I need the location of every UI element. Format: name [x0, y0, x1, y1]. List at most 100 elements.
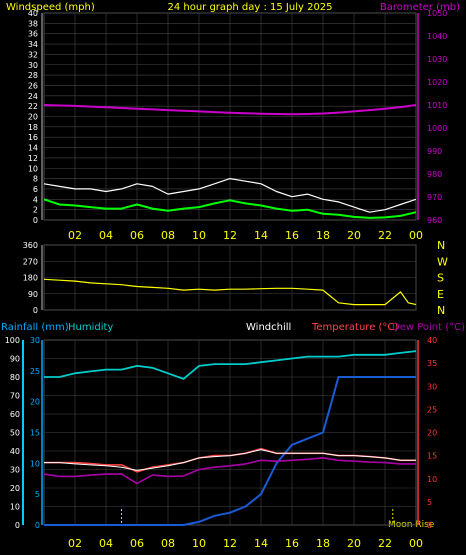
direction-y-tick-label: 270: [23, 257, 38, 266]
barometer-y-tick-label: 1020: [427, 78, 447, 87]
wind-y-tick-label: 24: [28, 92, 38, 101]
temperature-y-tick-label: 20: [427, 429, 437, 438]
humidity-y-tick-label: 20: [10, 484, 20, 493]
humidity-y-tick-label: 10: [10, 503, 20, 512]
wind-y-tick-label: 28: [28, 71, 38, 80]
temperature-x-tick-label: 14: [254, 537, 268, 550]
wind-y-tick-label: 8: [33, 175, 38, 184]
wind-x-tick-label: 14: [254, 229, 268, 242]
wind-x-tick-label: 22: [378, 229, 392, 242]
rainfall-y-tick-label: 30: [30, 336, 40, 345]
wind-y-tick-label: 16: [28, 133, 38, 142]
barometer-line: [43, 104, 417, 116]
wind-y-tick-label: 4: [33, 195, 38, 204]
wind-y-tick-label: 0: [33, 216, 38, 225]
wind-x-tick-label: 12: [223, 229, 237, 242]
barometer-y-tick-label: 1040: [427, 32, 447, 41]
wind-y-tick-label: 12: [28, 154, 38, 163]
wind-x-tick-label: 04: [99, 229, 113, 242]
compass-direction-label: E: [437, 288, 444, 301]
wind-y-tick-label: 26: [28, 81, 38, 90]
barometer-y-tick-label: 1010: [427, 101, 447, 110]
wind-y-tick-label: 18: [28, 123, 38, 132]
bottom-title-humidity: Humidity: [68, 322, 113, 333]
rainfall-y-tick-label: 20: [30, 398, 40, 407]
wind-x-tick-label: 18: [316, 229, 330, 242]
humidity-y-tick-label: 50: [10, 429, 20, 438]
wind-y-tick-label: 6: [33, 185, 38, 194]
compass-direction-label: S: [437, 272, 444, 285]
temperature-x-tick-label: 20: [347, 537, 361, 550]
temperature-y-tick-label: 15: [427, 452, 437, 461]
windspeed-average-line: [43, 198, 417, 219]
temperature-x-tick-label: 06: [130, 537, 144, 550]
wind-x-tick-label: 08: [161, 229, 175, 242]
wind-title-center: 24 hour graph day : 15 July 2025: [167, 2, 332, 13]
wind-y-tick-label: 2: [33, 206, 38, 215]
compass-direction-label: W: [437, 255, 448, 268]
temperature-y-tick-label: 25: [427, 405, 437, 414]
temperature-x-tick-label: 04: [99, 537, 113, 550]
series-layer: [43, 104, 417, 526]
compass-direction-label: N: [437, 239, 445, 252]
barometer-y-tick-label: 1050: [427, 9, 447, 18]
temperature-y-tick-label: 10: [427, 475, 437, 484]
barometer-y-tick-label: 1030: [427, 55, 447, 64]
rainfall-y-tick-label: 0: [35, 521, 40, 530]
humidity-line: [44, 350, 417, 380]
wind-x-tick-label: 02: [68, 229, 82, 242]
windchill-line: [44, 449, 416, 471]
wind-x-tick-label: 16: [285, 229, 299, 242]
humidity-y-tick-label: 40: [10, 447, 20, 456]
direction-y-tick-label: 90: [28, 290, 38, 299]
barometer-y-tick-label: 1000: [427, 124, 447, 133]
bottom-title-dewpoint: Dew Point (°C): [392, 322, 465, 333]
direction-y-tick-label: 180: [23, 274, 38, 283]
wind-x-tick-label: 20: [347, 229, 361, 242]
wind-title-left: Windspeed (mph): [6, 2, 95, 13]
temperature-x-tick-label: 18: [316, 537, 330, 550]
humidity-y-tick-label: 100: [5, 336, 20, 345]
wind-direction-line: [43, 278, 417, 306]
wind-y-tick-label: 40: [28, 9, 38, 18]
barometer-y-tick-label: 980: [427, 170, 442, 179]
wind-y-tick-label: 14: [28, 144, 38, 153]
humidity-y-tick-label: 0: [15, 521, 20, 530]
temperature-y-tick-label: 35: [427, 359, 437, 368]
temperature-x-tick-label: 02: [68, 537, 82, 550]
wind-y-tick-label: 10: [28, 164, 38, 173]
temperature-y-tick-label: 40: [427, 336, 437, 345]
rainfall-y-tick-label: 10: [30, 459, 40, 468]
dew-point-line: [43, 457, 416, 485]
humidity-y-tick-label: 70: [10, 392, 20, 401]
bottom-title-temperature: Temperature (°C): [311, 322, 398, 333]
wind-y-tick-label: 32: [28, 50, 38, 59]
rainfall-y-tick-label: 25: [30, 367, 40, 376]
temperature-x-tick-label: 00: [409, 537, 423, 550]
bottom-title-rainfall: Rainfall (mm): [1, 322, 69, 333]
compass-direction-label: N: [437, 304, 445, 317]
rainfall-y-tick-label: 15: [30, 429, 40, 438]
temperature-x-tick-label: 16: [285, 537, 299, 550]
temperature-x-tick-label: 10: [192, 537, 206, 550]
humidity-y-tick-label: 80: [10, 373, 20, 382]
bottom-title-windchill: Windchill: [246, 322, 291, 333]
wind-y-tick-label: 22: [28, 102, 38, 111]
direction-y-tick-label: 360: [23, 241, 38, 250]
windspeed-line: [43, 178, 417, 213]
direction-y-tick-label: 0: [33, 306, 38, 315]
wind-y-tick-label: 34: [28, 40, 38, 49]
rainfall-line: [44, 376, 416, 526]
temperature-x-tick-label: 12: [223, 537, 237, 550]
rainfall-y-tick-label: 5: [35, 490, 40, 499]
wind-x-tick-label: 06: [130, 229, 144, 242]
humidity-y-tick-label: 60: [10, 410, 20, 419]
axes-layer: 0246810121416182022242628303234363840960…: [5, 9, 448, 550]
barometer-y-tick-label: 990: [427, 147, 442, 156]
temperature-y-tick-label: 0: [427, 521, 432, 530]
humidity-y-tick-label: 90: [10, 355, 20, 364]
wind-x-tick-label: 00: [409, 229, 423, 242]
wind-y-tick-label: 36: [28, 30, 38, 39]
wind-x-tick-label: 10: [192, 229, 206, 242]
